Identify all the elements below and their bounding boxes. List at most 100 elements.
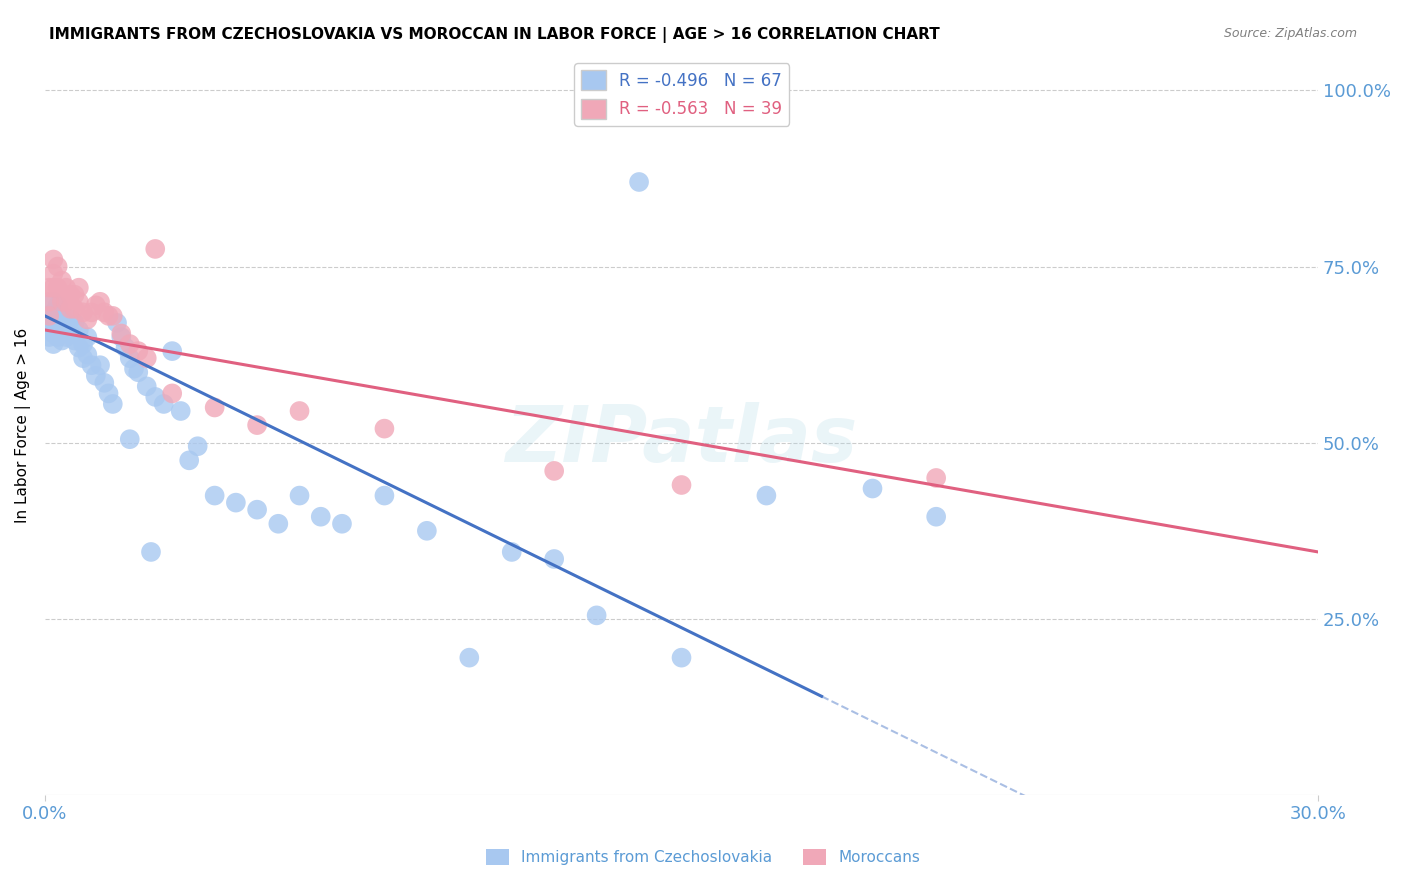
Point xyxy=(135,351,157,366)
Point xyxy=(51,319,73,334)
Point xyxy=(59,287,82,301)
Point xyxy=(38,316,60,330)
Point xyxy=(67,281,90,295)
Point xyxy=(63,301,86,316)
Point xyxy=(42,252,65,267)
Point xyxy=(42,316,65,330)
Point xyxy=(38,323,60,337)
Legend: Immigrants from Czechoslovakia, Moroccans: Immigrants from Czechoslovakia, Moroccan… xyxy=(479,843,927,871)
Point xyxy=(42,305,65,319)
Text: Source: ZipAtlas.com: Source: ZipAtlas.com xyxy=(1223,27,1357,40)
Point xyxy=(105,316,128,330)
Point xyxy=(67,294,90,309)
Legend: R = -0.496   N = 67, R = -0.563   N = 39: R = -0.496 N = 67, R = -0.563 N = 39 xyxy=(574,63,789,126)
Point xyxy=(501,545,523,559)
Point xyxy=(246,502,269,516)
Point xyxy=(543,464,565,478)
Point xyxy=(55,330,77,344)
Point xyxy=(38,281,60,295)
Point xyxy=(46,319,69,334)
Point xyxy=(925,471,948,485)
Point xyxy=(51,274,73,288)
Point xyxy=(46,330,69,344)
Point xyxy=(373,422,395,436)
Point xyxy=(288,489,311,503)
Point xyxy=(585,608,607,623)
Point xyxy=(51,294,73,309)
Point xyxy=(72,337,94,351)
Point xyxy=(67,323,90,337)
Point xyxy=(80,358,103,372)
Point xyxy=(59,301,82,316)
Point xyxy=(160,344,183,359)
Point xyxy=(187,439,209,453)
Point xyxy=(51,309,73,323)
Point xyxy=(246,418,269,433)
Text: ZIPatlas: ZIPatlas xyxy=(505,402,858,478)
Point xyxy=(755,489,778,503)
Point xyxy=(671,650,693,665)
Point xyxy=(925,509,948,524)
Point xyxy=(67,341,90,355)
Point xyxy=(38,309,60,323)
Point xyxy=(118,351,141,366)
Point xyxy=(127,365,149,379)
Point xyxy=(160,386,183,401)
Point xyxy=(55,316,77,330)
Point xyxy=(170,404,193,418)
Point xyxy=(204,401,226,415)
Point xyxy=(46,298,69,312)
Point xyxy=(93,305,115,319)
Point xyxy=(225,495,247,509)
Point xyxy=(55,294,77,309)
Point xyxy=(93,376,115,390)
Point xyxy=(110,330,132,344)
Point xyxy=(97,309,120,323)
Point xyxy=(139,545,162,559)
Point xyxy=(55,281,77,295)
Point xyxy=(42,294,65,309)
Point xyxy=(38,330,60,344)
Point xyxy=(72,305,94,319)
Point xyxy=(76,348,98,362)
Point xyxy=(330,516,353,531)
Point xyxy=(114,341,136,355)
Point xyxy=(38,309,60,323)
Point xyxy=(76,330,98,344)
Point xyxy=(143,242,166,256)
Point xyxy=(671,478,693,492)
Point xyxy=(51,334,73,348)
Point xyxy=(110,326,132,341)
Point xyxy=(72,351,94,366)
Point xyxy=(122,361,145,376)
Point xyxy=(42,267,65,281)
Point xyxy=(118,337,141,351)
Point xyxy=(862,482,884,496)
Point xyxy=(59,312,82,326)
Point xyxy=(628,175,651,189)
Point xyxy=(416,524,439,538)
Point xyxy=(101,397,124,411)
Point xyxy=(127,344,149,359)
Point xyxy=(63,287,86,301)
Point xyxy=(101,309,124,323)
Point xyxy=(59,326,82,341)
Point xyxy=(288,404,311,418)
Point xyxy=(46,281,69,295)
Point xyxy=(152,397,174,411)
Point xyxy=(80,305,103,319)
Point xyxy=(543,552,565,566)
Point xyxy=(84,368,107,383)
Y-axis label: In Labor Force | Age > 16: In Labor Force | Age > 16 xyxy=(15,327,31,523)
Point xyxy=(89,358,111,372)
Point xyxy=(38,294,60,309)
Point xyxy=(63,334,86,348)
Point xyxy=(179,453,201,467)
Point xyxy=(42,281,65,295)
Point xyxy=(118,432,141,446)
Point xyxy=(42,326,65,341)
Point xyxy=(143,390,166,404)
Point xyxy=(89,294,111,309)
Point xyxy=(46,260,69,274)
Point xyxy=(42,337,65,351)
